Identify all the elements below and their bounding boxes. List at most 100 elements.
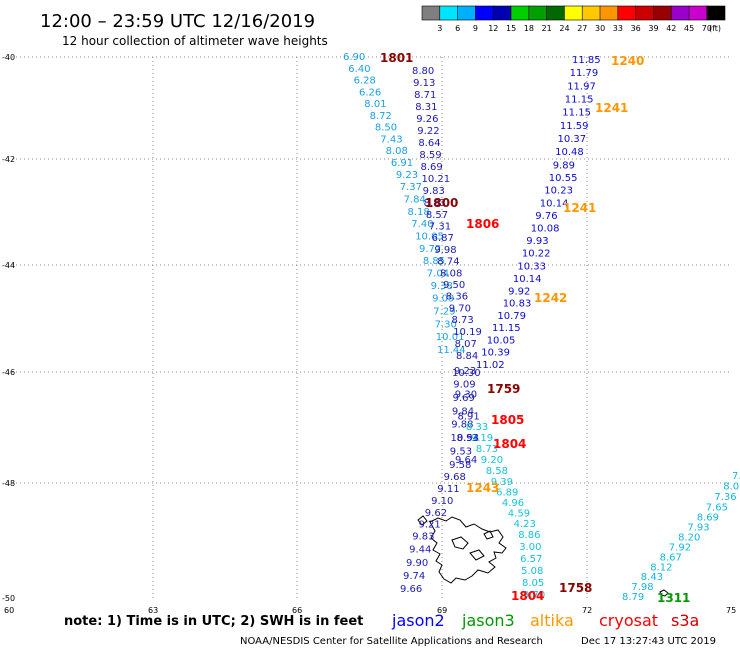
wave-height-value: 8.72 [370, 111, 392, 122]
wave-height-value: 9.09 [453, 379, 475, 390]
scale-tick-label: 3 [437, 24, 442, 33]
scale-swatch [439, 5, 459, 21]
scale-tick-label: 45 [684, 24, 694, 33]
wave-height-value: 10.08 [531, 224, 560, 235]
scale-tick-label: 39 [648, 24, 658, 33]
wave-height-value: 7.93 [687, 523, 709, 534]
pass-time-label: 1806 [466, 217, 499, 231]
wave-height-value: 9.72 [419, 244, 441, 255]
scale-swatch [457, 5, 477, 21]
wave-height-value: 9.39 [491, 477, 513, 488]
scale-swatch [653, 5, 672, 21]
lat-label: -48 [2, 479, 15, 488]
lon-label: 69 [437, 606, 447, 615]
wave-height-value: 9.92 [508, 286, 530, 297]
scale-swatch [564, 5, 583, 21]
wave-height-value: 11.79 [570, 68, 599, 79]
pass-time-label: 1805 [491, 413, 524, 427]
wave-height-value: 8.18 [408, 207, 430, 218]
wave-height-value: 9.74 [403, 571, 425, 582]
wave-height-value: 8.69 [421, 162, 443, 173]
wave-height-value: 8.33 [466, 422, 488, 433]
wave-height-value: 9.69 [453, 393, 475, 404]
wave-height-value: 8.31 [415, 102, 437, 113]
scale-swatch [492, 5, 512, 21]
wave-height-value: 9.90 [406, 558, 428, 569]
scale-tick-label: 42 [666, 24, 676, 33]
wave-height-value: 8.67 [660, 553, 682, 564]
wave-height-value: 8.01 [364, 99, 386, 110]
pass-time-label: 1800 [425, 196, 458, 210]
scale-swatch [635, 5, 655, 21]
wave-height-value: 8.85 [423, 256, 445, 267]
wave-height-value: 7.37 [400, 182, 422, 193]
lat-label: -46 [2, 368, 15, 377]
scale-swatch [510, 5, 530, 21]
wave-height-value: 6.28 [354, 76, 376, 87]
scale-tick-label: 12 [488, 24, 498, 33]
wave-height-value: 8.0 [723, 481, 739, 492]
scale-tick-label: 33 [613, 24, 623, 33]
scale-tick-label: 18 [524, 24, 534, 33]
pass-time-label: 1758 [559, 581, 592, 595]
wave-height-value: 11.15 [565, 95, 594, 106]
wave-height-value: 10.05 [487, 336, 516, 347]
wave-height-value: 9.58 [449, 460, 471, 471]
wave-height-value: 6.91 [391, 158, 413, 169]
wave-height-value: 10.01 [436, 332, 465, 343]
wave-height-value: 7.36 [714, 492, 736, 503]
lat-label: -42 [2, 155, 15, 164]
wave-height-value: 8.05 [522, 578, 544, 589]
wave-height-scale-labels: 3 6 9 12 15 18 21 24 27 30 33 36 39 42 45 70 [437, 24, 712, 33]
scale-tick-label: 24 [559, 24, 569, 33]
wave-height-value: 11.15 [562, 108, 591, 119]
scale-unit-label: (ft) [709, 24, 721, 33]
wave-height-value: 8.36 [446, 292, 468, 303]
scale-tick-label: 36 [631, 24, 641, 33]
lat-label: -40 [2, 53, 15, 62]
wave-height-value: 9.70 [523, 590, 545, 601]
wave-height-value: 8.93 [457, 433, 479, 444]
lon-label: 72 [582, 606, 592, 615]
wave-height-value: 10.83 [503, 299, 532, 310]
wave-height-value: 8.43 [641, 572, 663, 583]
map-subtitle: 12 hour collection of altimeter wave hei… [62, 34, 328, 48]
footer-credit: NOAA/NESDIS Center for Satellite Applica… [240, 636, 543, 647]
wave-height-value: 9.19 [471, 433, 493, 444]
wave-height-value: 9.83 [412, 532, 434, 543]
wave-height-value: 8.50 [375, 123, 397, 134]
wave-height-value: 11.59 [560, 121, 589, 132]
map-title: 12:00 – 23:59 UTC 12/16/2019 [40, 11, 315, 32]
wave-height-value: 10.33 [517, 261, 546, 272]
wave-height-value: 8.86 [518, 530, 540, 541]
wave-height-value: 8.12 [650, 562, 672, 573]
legend-s3a: s3a [671, 611, 699, 630]
wave-height-value: 6.57 [520, 554, 542, 565]
wave-height-value: 8.59 [419, 150, 441, 161]
wave-height-value: 6.87 [432, 233, 454, 244]
wave-height-value: 8.79 [622, 592, 644, 603]
pass-time-label: 1241 [595, 101, 628, 115]
wave-height-value: 9.11 [437, 484, 459, 495]
scale-swatch [581, 5, 601, 21]
scale-swatch [670, 5, 690, 21]
wave-height-value: 10.21 [422, 174, 451, 185]
pass-time-label: 1242 [534, 291, 567, 305]
wave-height-value: 3.00 [519, 542, 541, 553]
wave-height-value: 8.73 [452, 315, 474, 326]
wave-height-value: 9.30 [455, 390, 477, 401]
pass-time-label: 1241 [563, 201, 596, 215]
wave-height-value: 11.02 [476, 360, 505, 371]
wave-height-value: 7.40 [411, 219, 433, 230]
wave-height-value: 9.23 [454, 366, 476, 377]
wave-height-value: 9.76 [535, 211, 557, 222]
wave-height-value: 8.58 [486, 466, 508, 477]
footer-note: note: 1) Time is in UTC; 2) SWH is in fe… [64, 614, 363, 629]
scale-tick-label: 70 [702, 24, 712, 33]
lon-label: 60 [4, 606, 14, 615]
scale-swatch [706, 5, 726, 21]
pass-times: 1801 1240 1241 1800 1806 1241 1242 1759 … [380, 51, 690, 605]
wave-height-color-scale [421, 5, 726, 21]
wave-height-value: 9.98 [434, 245, 456, 256]
